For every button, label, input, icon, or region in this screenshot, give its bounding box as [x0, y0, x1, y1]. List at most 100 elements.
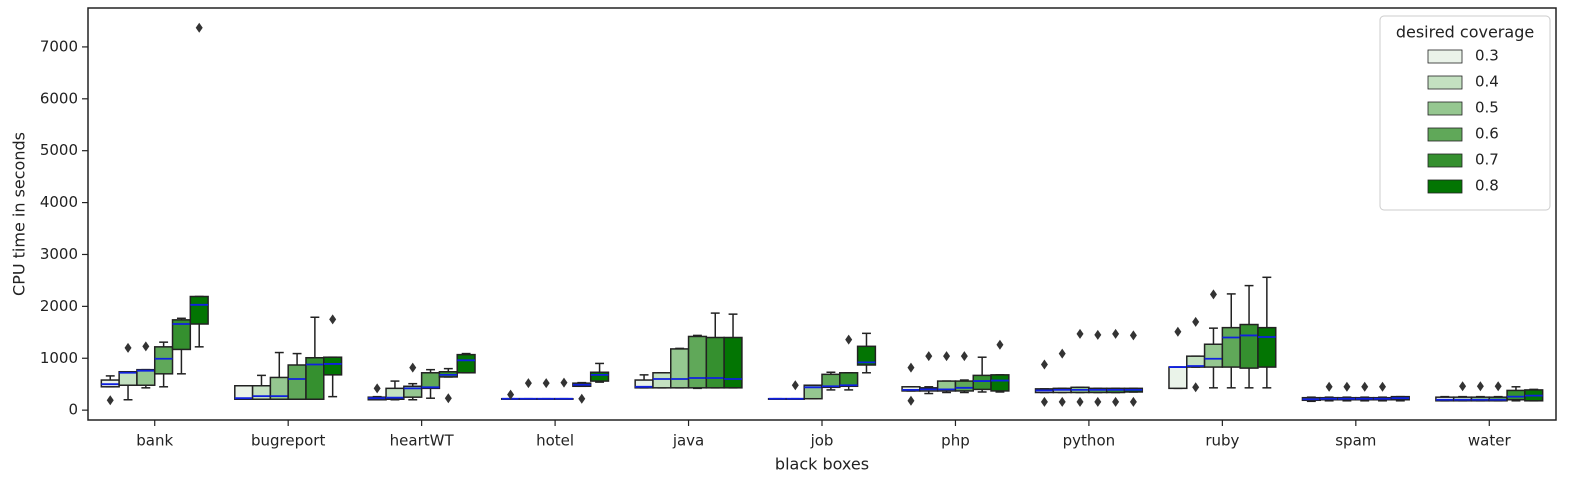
box — [136, 368, 156, 386]
legend-label: 0.7 — [1475, 151, 1499, 169]
x-tick-label: bank — [136, 432, 173, 450]
y-tick-label: 1000 — [40, 349, 78, 367]
flier — [1494, 381, 1502, 392]
flier — [409, 362, 417, 373]
legend-label: 0.3 — [1475, 47, 1499, 65]
flier — [1361, 381, 1369, 392]
flier — [1129, 396, 1137, 407]
flier — [329, 314, 337, 325]
flier — [542, 378, 550, 389]
box — [118, 370, 138, 386]
legend-swatch — [1427, 75, 1463, 90]
legend-label: 0.8 — [1475, 177, 1499, 195]
flier — [907, 395, 915, 406]
y-axis-label: CPU time in seconds — [10, 132, 29, 296]
flier — [195, 22, 203, 33]
y-tick-label: 5000 — [40, 141, 78, 159]
flier — [791, 380, 799, 391]
flier — [1058, 348, 1066, 359]
box — [705, 336, 725, 389]
box — [251, 385, 272, 400]
flier — [1058, 396, 1066, 407]
flier — [1112, 328, 1120, 339]
box — [189, 295, 209, 325]
y-tick-label: 4000 — [40, 193, 78, 211]
box — [589, 371, 610, 382]
flier — [1112, 396, 1120, 407]
legend-label: 0.4 — [1475, 73, 1499, 91]
box — [171, 319, 192, 351]
x-tick-label: hotel — [536, 432, 574, 450]
flier — [524, 378, 532, 389]
flier — [578, 393, 586, 404]
x-tick-label: java — [672, 432, 704, 450]
legend-box — [1379, 15, 1551, 211]
flier — [845, 334, 853, 345]
flier — [1476, 381, 1484, 392]
legend-swatch — [1427, 179, 1463, 194]
box — [1257, 326, 1277, 368]
box — [670, 348, 690, 389]
box — [803, 384, 823, 400]
flier — [106, 395, 114, 406]
flier — [1192, 316, 1200, 327]
box — [990, 374, 1010, 392]
flier — [1076, 328, 1084, 339]
flier — [1076, 396, 1084, 407]
flier — [1192, 382, 1200, 393]
x-tick-label: spam — [1335, 432, 1376, 450]
box — [1168, 366, 1188, 390]
legend-swatch — [1427, 127, 1463, 142]
legend-swatch — [1427, 101, 1463, 116]
flier — [1094, 396, 1102, 407]
legend-label: 0.5 — [1475, 99, 1499, 117]
x-tick-label: water — [1468, 432, 1512, 450]
box — [234, 385, 254, 400]
legend-swatch — [1427, 49, 1463, 64]
flier — [1379, 381, 1387, 392]
y-tick-label: 3000 — [40, 245, 78, 263]
x-tick-label: python — [1063, 432, 1115, 450]
box — [821, 373, 841, 389]
box — [287, 364, 307, 400]
box — [1221, 326, 1241, 368]
y-tick-label: 2000 — [40, 297, 78, 315]
box — [1239, 323, 1259, 369]
flier — [1325, 381, 1333, 392]
flier — [507, 389, 515, 400]
legend-title: desired coverage — [1396, 23, 1534, 42]
flier — [943, 351, 951, 362]
box — [687, 335, 708, 389]
box — [954, 380, 974, 392]
flier — [1040, 359, 1048, 370]
box — [723, 336, 743, 389]
y-tick-label: 0 — [68, 401, 78, 419]
y-tick-label: 6000 — [40, 89, 78, 107]
box — [1203, 343, 1224, 368]
x-tick-label: job — [810, 432, 834, 450]
flier — [1209, 289, 1217, 300]
x-tick-label: bugreport — [251, 432, 325, 450]
flier — [373, 383, 381, 394]
flier — [925, 351, 933, 362]
box — [1506, 389, 1526, 401]
flier — [560, 377, 568, 388]
box — [839, 372, 859, 388]
box — [153, 346, 174, 375]
x-tick-label: ruby — [1205, 432, 1239, 450]
flier — [124, 342, 132, 353]
flier — [1094, 329, 1102, 340]
box — [305, 356, 325, 400]
legend-label: 0.6 — [1475, 125, 1499, 143]
flier — [1174, 326, 1182, 337]
box — [323, 356, 343, 376]
y-tick-label: 7000 — [40, 37, 78, 55]
flier — [1459, 381, 1467, 392]
flier — [1343, 381, 1351, 392]
flier — [960, 351, 968, 362]
flier — [996, 339, 1004, 350]
box — [972, 374, 992, 391]
flier — [142, 341, 150, 352]
box — [456, 353, 476, 374]
